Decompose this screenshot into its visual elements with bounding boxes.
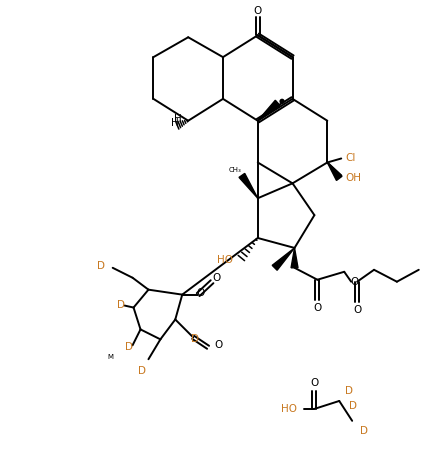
Text: O: O (212, 273, 220, 283)
Text: D: D (138, 366, 146, 376)
Text: O: O (353, 304, 361, 314)
Text: D: D (97, 261, 105, 271)
Text: O: O (313, 303, 321, 312)
Text: H: H (171, 118, 179, 128)
Text: D: D (360, 426, 368, 436)
Text: O: O (196, 287, 204, 298)
Text: D: D (191, 334, 199, 345)
Text: CH₃: CH₃ (229, 168, 241, 173)
Polygon shape (272, 248, 294, 270)
Polygon shape (291, 248, 298, 268)
Text: HO: HO (281, 404, 297, 414)
Polygon shape (328, 162, 342, 180)
Polygon shape (258, 100, 280, 121)
Text: D: D (125, 342, 133, 352)
Text: D: D (349, 401, 357, 411)
Text: D: D (345, 386, 353, 396)
Text: O: O (310, 378, 319, 388)
Text: M: M (108, 354, 114, 360)
Text: OH: OH (345, 173, 361, 183)
Text: ●: ● (278, 98, 285, 104)
Polygon shape (239, 173, 258, 198)
Text: O: O (350, 277, 358, 287)
Text: O: O (254, 7, 262, 17)
Text: Cl: Cl (345, 153, 356, 163)
Text: HO: HO (217, 255, 233, 265)
Text: D: D (117, 300, 125, 310)
Text: H: H (175, 114, 182, 124)
Text: O: O (214, 340, 222, 350)
